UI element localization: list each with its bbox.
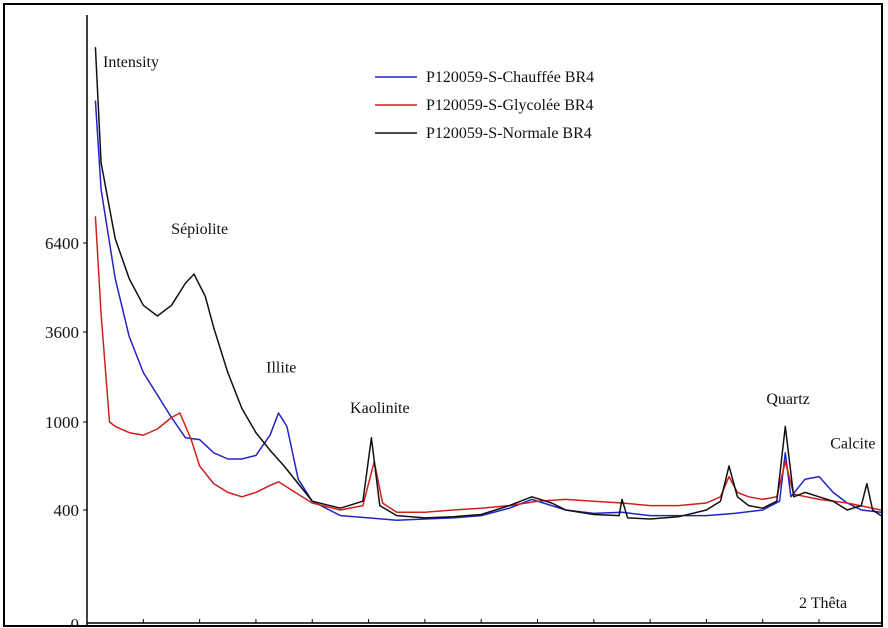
x-tick-label: 28 bbox=[811, 624, 828, 625]
x-tick-label: 4 bbox=[139, 624, 148, 625]
annotation-1: Illite bbox=[266, 360, 296, 377]
series-line-1 bbox=[94, 216, 881, 514]
axes bbox=[86, 15, 881, 625]
x-tick-label: 22 bbox=[642, 624, 659, 625]
peak-annotations: Sépiolite Illite Kaolinite Quartz Calcite bbox=[171, 221, 875, 452]
annotation-0: Sépiolite bbox=[171, 221, 228, 238]
y-tick-label-3600: 3600 bbox=[45, 323, 79, 342]
series-line-0 bbox=[94, 100, 881, 521]
annotation-2: Kaolinite bbox=[350, 400, 410, 417]
x-tick-label: 8 bbox=[252, 624, 261, 625]
y-ticks: 0 400 1000 3600 6400 bbox=[45, 234, 87, 625]
x-tick-label: 24 bbox=[698, 624, 716, 625]
chart-frame: Intensity 2 Thêta 0 400 1000 3600 6400 4… bbox=[3, 3, 883, 627]
x-tick-label: 10 bbox=[304, 624, 321, 625]
legend-label-chauffee: P120059-S-Chauffée BR4 bbox=[426, 69, 594, 86]
x-ticks: 4 6 8 10 12 14 16 18 20 22 24 26 28 bbox=[139, 619, 828, 625]
x-axis-title: 2 Thêta bbox=[799, 595, 847, 612]
y-tick-label-6400: 6400 bbox=[45, 234, 79, 253]
legend-label-glycolee: P120059-S-Glycolée BR4 bbox=[426, 97, 594, 114]
x-tick-label: 12 bbox=[360, 624, 377, 625]
series-lines bbox=[94, 47, 881, 521]
x-tick-label: 16 bbox=[473, 624, 490, 625]
y-tick-label-0: 0 bbox=[71, 615, 80, 625]
y-tick-label-400: 400 bbox=[54, 501, 80, 520]
x-tick-label: 20 bbox=[585, 624, 602, 625]
y-axis-title: Intensity bbox=[103, 54, 159, 71]
x-tick-label: 18 bbox=[529, 624, 546, 625]
annotation-3: Quartz bbox=[766, 391, 810, 408]
x-tick-label: 6 bbox=[195, 624, 204, 625]
xrd-chart: Intensity 2 Thêta 0 400 1000 3600 6400 4… bbox=[45, 15, 881, 625]
y-tick-label-1000: 1000 bbox=[45, 413, 79, 432]
series-line-2 bbox=[94, 47, 881, 520]
legend-label-normale: P120059-S-Normale BR4 bbox=[426, 125, 592, 142]
annotation-4: Calcite bbox=[830, 435, 875, 452]
x-tick-label: 26 bbox=[754, 624, 771, 625]
legend: P120059-S-Chauffée BR4 P120059-S-Glycolé… bbox=[375, 69, 594, 142]
x-tick-label: 14 bbox=[416, 624, 434, 625]
